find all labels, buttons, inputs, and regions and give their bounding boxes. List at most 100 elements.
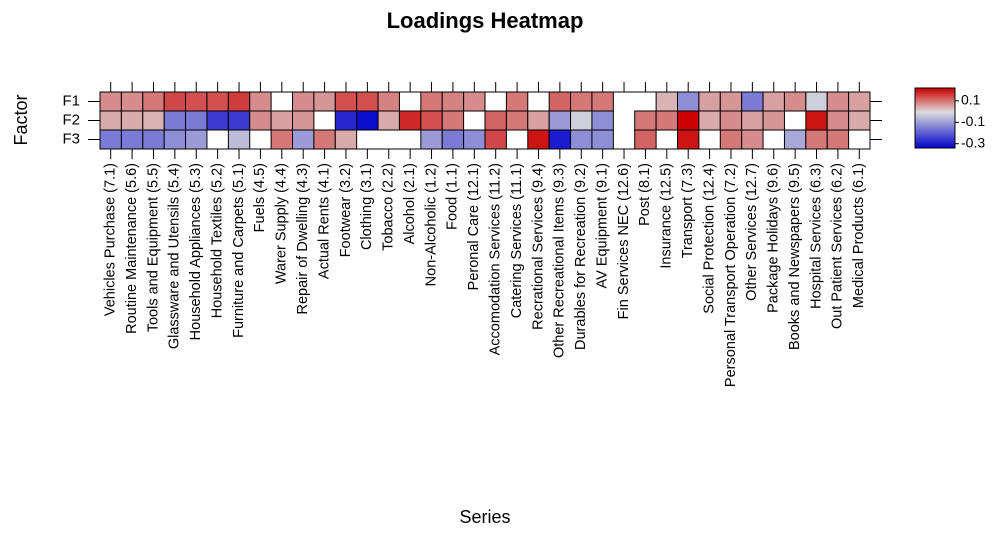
colorbar-step (915, 89, 955, 91)
heatmap-cell (463, 91, 486, 112)
colorbar-step (915, 111, 955, 113)
colorbar-step (915, 140, 955, 142)
heatmap-cell (741, 129, 764, 150)
colorbar-step (915, 116, 955, 118)
colorbar-step (915, 123, 955, 125)
heatmap-cell (548, 110, 572, 131)
heatmap-cell (826, 91, 850, 112)
heatmap-cell (420, 91, 443, 112)
heatmap-cell (227, 91, 251, 112)
colorbar-step (915, 144, 955, 146)
x-tick-label: Other Recreational Items (9.3) (552, 163, 568, 358)
colorbar-step (915, 146, 955, 148)
colorbar-step (915, 126, 955, 128)
x-tick-label: Personal Transport Operation (7.2) (723, 163, 739, 387)
colorbar-step (915, 100, 955, 102)
heatmap-cell (677, 91, 700, 112)
heatmap-cell (292, 129, 315, 150)
colorbar-step (915, 102, 955, 104)
colorbar-step (915, 118, 955, 120)
heatmap-cell (741, 110, 764, 131)
colorbar-step (915, 120, 955, 122)
heatmap-cell (484, 110, 507, 131)
colorbar-step (915, 132, 955, 134)
heatmap-cell (570, 91, 593, 112)
heatmap-cell (463, 129, 486, 150)
x-tick-label: AV Equipment (9.1) (594, 163, 610, 288)
heatmap-cell (698, 91, 721, 112)
y-axis-title: Factor (11, 94, 31, 145)
heatmap-cell (677, 110, 700, 131)
x-tick-label: Medical Products (6.1) (851, 163, 867, 308)
colorbar-step (915, 114, 955, 116)
x-tick-label: Routine Maintenance (5.6) (124, 163, 140, 334)
colorbar-step (915, 142, 955, 144)
colorbar-step (915, 135, 955, 137)
heatmap-cell (826, 129, 850, 150)
colorbar-step (915, 121, 955, 123)
chart-title: Loadings Heatmap (387, 8, 584, 33)
heatmap-cell (249, 91, 272, 112)
colorbar-step (915, 104, 955, 106)
heatmap-cell (420, 129, 443, 150)
heatmap-cell (334, 129, 358, 150)
colorbar-step (915, 88, 955, 90)
heatmap-cell (655, 91, 678, 112)
heatmap-cell (783, 91, 807, 112)
heatmap-cell (120, 110, 144, 131)
colorbar-step (915, 129, 955, 131)
colorbar-step (915, 91, 955, 93)
heatmap-cell (719, 129, 743, 150)
heatmap-cell (163, 129, 187, 150)
heatmap-cell (227, 129, 251, 150)
colorbar-step (915, 127, 955, 129)
heatmap-cell (142, 110, 165, 131)
colorbar-step (915, 122, 955, 124)
heatmap-cell (548, 91, 572, 112)
heatmap-cell (398, 110, 422, 131)
heatmap-cell (292, 110, 315, 131)
x-tick-label: Furniture and Carpets (5.1) (231, 163, 247, 338)
heatmap-cell (698, 110, 721, 131)
heatmap-cell (591, 110, 614, 131)
heatmap-cell (356, 91, 379, 112)
heatmap-cell (527, 129, 550, 150)
x-tick-label: Fuels (4.5) (252, 163, 268, 232)
x-tick-label: Household Appliances (5.3) (188, 163, 204, 340)
x-tick-label: Catering Services (11.1) (509, 163, 525, 318)
heatmap-cell (377, 110, 400, 131)
x-tick-label: Food (1.1) (445, 163, 461, 230)
heatmap-cell (805, 129, 828, 150)
colorbar-step (915, 113, 955, 115)
heatmap-cell (120, 91, 144, 112)
x-tick-label: Clothing (3.1) (359, 163, 375, 250)
x-tick-label: Hospital Services (6.3) (808, 163, 824, 309)
heatmap-cell (227, 110, 251, 131)
colorbar-step (915, 96, 955, 98)
heatmap-cell (783, 129, 807, 150)
plot-frame (99, 91, 871, 150)
heatmap-cell (484, 129, 507, 150)
y-tick-label: F2 (62, 111, 80, 128)
colorbar-step (915, 93, 955, 95)
heatmap-cell (334, 110, 358, 131)
colorbar-step (915, 125, 955, 127)
heatmap-cell (591, 91, 614, 112)
x-tick-label: Post (8.1) (637, 163, 653, 226)
x-tick-label: Warer Supply (4.4) (274, 163, 290, 284)
y-tick-label: F1 (62, 92, 80, 109)
heatmap-cell (185, 110, 208, 131)
heatmap-cell (163, 110, 187, 131)
colorbar-step (915, 124, 955, 126)
heatmap-cell (292, 91, 315, 112)
colorbar-step (915, 141, 955, 143)
colorbar-step (915, 145, 955, 147)
x-axis-title: Series (459, 507, 510, 527)
colorbar-step (915, 103, 955, 105)
colorbar-step (915, 92, 955, 94)
x-tick-label: Vehicles Purchase (7.1) (103, 163, 119, 316)
heatmap-cell (805, 110, 828, 131)
colorbar-step (915, 130, 955, 132)
x-tick-label: Actual Rents (4.1) (316, 163, 332, 279)
heatmap-cell (99, 110, 122, 131)
